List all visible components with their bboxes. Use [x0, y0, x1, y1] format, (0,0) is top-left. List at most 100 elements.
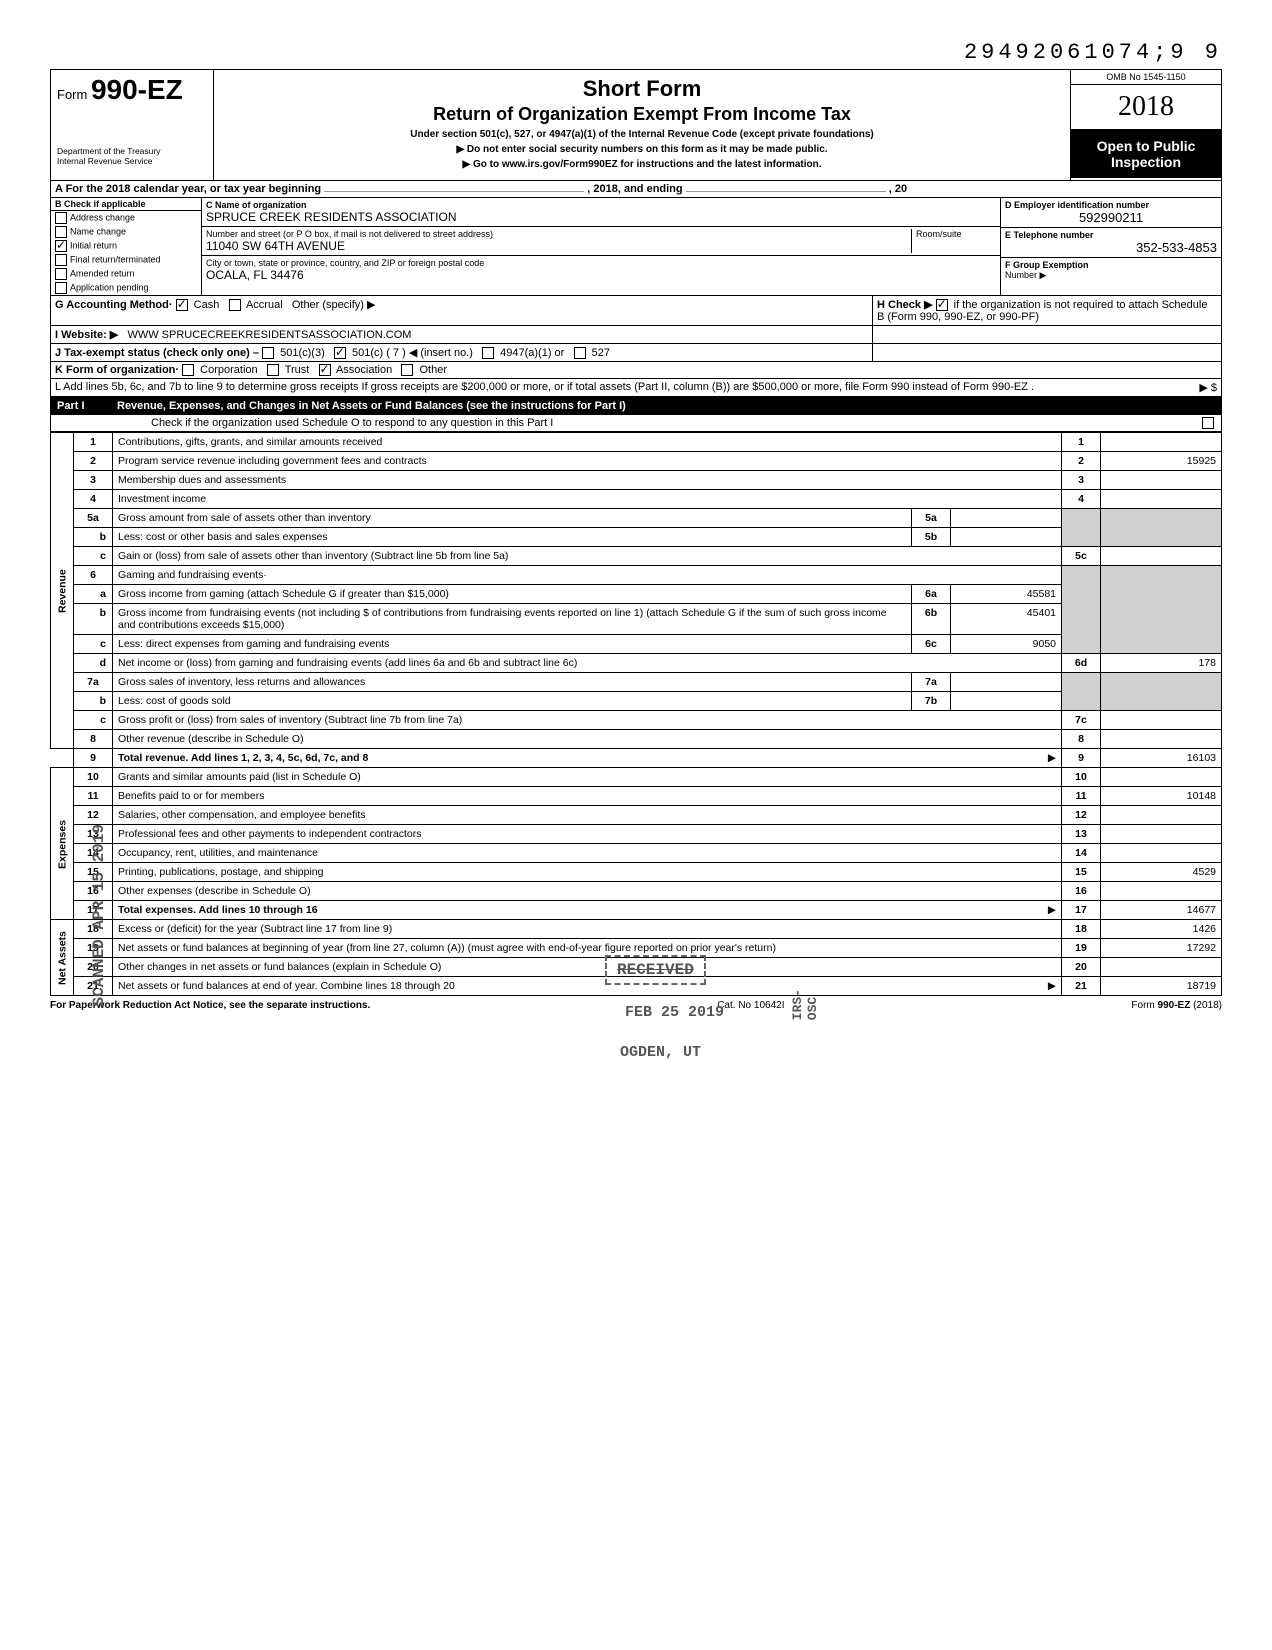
line-16-text: Other expenses (describe in Schedule O) [113, 882, 1062, 901]
chk-name-change[interactable] [55, 226, 67, 238]
chk-trust[interactable] [267, 364, 279, 376]
line-19-text: Net assets or fund balances at beginning… [113, 939, 1062, 958]
part1-check-text: Check if the organization used Schedule … [151, 417, 553, 429]
line-6b-mid: 45401 [951, 604, 1062, 635]
title-return: Return of Organization Exempt From Incom… [222, 104, 1062, 125]
form-header: Form 990-EZ Department of the Treasury I… [50, 69, 1222, 181]
line-a: A For the 2018 calendar year, or tax yea… [50, 181, 1222, 198]
line-6c-text: Less: direct expenses from gaming and fu… [113, 635, 912, 654]
chk-address-change[interactable] [55, 212, 67, 224]
line-11-text: Benefits paid to or for members [113, 787, 1062, 806]
chk-assoc[interactable] [319, 364, 331, 376]
chk-4947[interactable] [482, 347, 494, 359]
street-value: 11040 SW 64TH AVENUE [206, 239, 345, 253]
line-9-amt: 16103 [1101, 749, 1222, 768]
f-label: F Group Exemption [1005, 260, 1089, 270]
line-i: I Website: ▶ WWW SPRUCECREEKRESIDENTSASS… [50, 326, 1222, 344]
stamp-ogden: OGDEN, UT [610, 1040, 711, 1065]
section-b: B Check if applicable Address change Nam… [51, 198, 202, 295]
chk-cash[interactable] [176, 299, 188, 311]
lbl-assoc: Association [336, 364, 392, 376]
lbl-other-org: Other [419, 364, 447, 376]
chk-527[interactable] [574, 347, 586, 359]
tax-year: 2018 [1071, 85, 1221, 130]
line-13-text: Professional fees and other payments to … [113, 825, 1062, 844]
chk-schedule-b[interactable] [936, 299, 948, 311]
form-page: 29492061074;9 9 Form 990-EZ Department o… [50, 40, 1222, 1011]
line-20-text: Other changes in net assets or fund bala… [113, 958, 1062, 977]
chk-schedule-o[interactable] [1202, 417, 1214, 429]
line-2-text: Program service revenue including govern… [113, 452, 1062, 471]
line-21-amt: 18719 [1101, 977, 1222, 996]
lbl-trust: Trust [285, 364, 310, 376]
line-3-text: Membership dues and assessments [113, 471, 1062, 490]
line-5b-text: Less: cost or other basis and sales expe… [113, 528, 912, 547]
chk-501c3[interactable] [262, 347, 274, 359]
line-g-h: G Accounting Method· Cash Accrual Other … [50, 296, 1222, 326]
b-label: B Check if applicable [55, 199, 146, 209]
dept-label: Department of the Treasury Internal Reve… [57, 146, 207, 166]
lbl-corp: Corporation [200, 364, 257, 376]
city-label: City or town, state or province, country… [206, 258, 484, 268]
lbl-final-return: Final return/terminated [70, 254, 161, 264]
street-label: Number and street (or P O box, if mail i… [206, 229, 493, 239]
line-18-amt: 1426 [1101, 920, 1222, 939]
footer-right: Form 990-EZ (2018) [1131, 1000, 1222, 1011]
l-arrow: ▶ $ [1073, 379, 1221, 396]
chk-pending[interactable] [55, 282, 67, 294]
part1-header: Part I Revenue, Expenses, and Changes in… [50, 397, 1222, 415]
lbl-accrual: Accrual [246, 299, 283, 311]
line-1-text: Contributions, gifts, grants, and simila… [113, 433, 1062, 452]
i-label: I Website: ▶ [55, 329, 118, 341]
line-14-text: Occupancy, rent, utilities, and maintena… [113, 844, 1062, 863]
line-17-arrow: ▶ [1048, 904, 1056, 916]
ein-value: 592990211 [1005, 210, 1217, 225]
line-19-amt: 17292 [1101, 939, 1222, 958]
document-locator-number: 29492061074;9 9 [50, 40, 1222, 65]
side-netassets: Net Assets [51, 920, 74, 996]
line-4-text: Investment income [113, 490, 1062, 509]
h-label: H Check ▶ [877, 299, 933, 311]
subtitle-ssn: ▶ Do not enter social security numbers o… [222, 144, 1062, 155]
part1-title: Revenue, Expenses, and Changes in Net As… [117, 400, 626, 412]
chk-501c[interactable] [334, 347, 346, 359]
line-10-text: Grants and similar amounts paid (list in… [113, 768, 1062, 787]
part1-label: Part I [57, 400, 117, 412]
right-col: D Employer identification number 5929902… [1000, 198, 1221, 295]
lbl-501c3: 501(c)(3) [280, 347, 325, 359]
line-20-amt [1101, 958, 1222, 977]
line-a-end: , 20 [889, 183, 907, 195]
entity-block: B Check if applicable Address change Nam… [50, 198, 1222, 296]
city-value: OCALA, FL 34476 [206, 268, 304, 282]
lbl-initial-return: Initial return [70, 240, 117, 250]
chk-initial-return[interactable] [55, 240, 67, 252]
website-value: WWW SPRUCECREEKRESIDENTSASSOCIATION.COM [127, 329, 411, 341]
f-label2: Number ▶ [1005, 270, 1046, 280]
chk-other-org[interactable] [401, 364, 413, 376]
chk-final-return[interactable] [55, 254, 67, 266]
line-11-amt: 10148 [1101, 787, 1222, 806]
line-a-label: A For the 2018 calendar year, or tax yea… [55, 183, 321, 195]
line-7a-text: Gross sales of inventory, less returns a… [113, 673, 912, 692]
line-6a-text: Gross income from gaming (attach Schedul… [113, 585, 912, 604]
lbl-527: 527 [592, 347, 610, 359]
chk-corp[interactable] [182, 364, 194, 376]
line-6c-mid: 9050 [951, 635, 1062, 654]
chk-accrual[interactable] [229, 299, 241, 311]
chk-amended[interactable] [55, 268, 67, 280]
line-17-amt: 14677 [1101, 901, 1222, 920]
lbl-other-method: Other (specify) ▶ [292, 299, 376, 311]
g-label: G Accounting Method· [55, 299, 173, 311]
line-5b-mid [951, 528, 1062, 547]
line-21-arrow: ▶ [1048, 980, 1056, 992]
e-label: E Telephone number [1005, 230, 1093, 240]
line-14-amt [1101, 844, 1222, 863]
line-6d-amt: 178 [1101, 654, 1222, 673]
line-8-amt [1101, 730, 1222, 749]
header-center: Short Form Return of Organization Exempt… [214, 70, 1071, 180]
line-9-arrow: ▶ [1048, 752, 1056, 764]
line-15-amt: 4529 [1101, 863, 1222, 882]
line-17-text: Total expenses. Add lines 10 through 16 [118, 904, 318, 916]
l-text: L Add lines 5b, 6c, and 7b to line 9 to … [55, 381, 1034, 393]
title-short-form: Short Form [222, 76, 1062, 102]
